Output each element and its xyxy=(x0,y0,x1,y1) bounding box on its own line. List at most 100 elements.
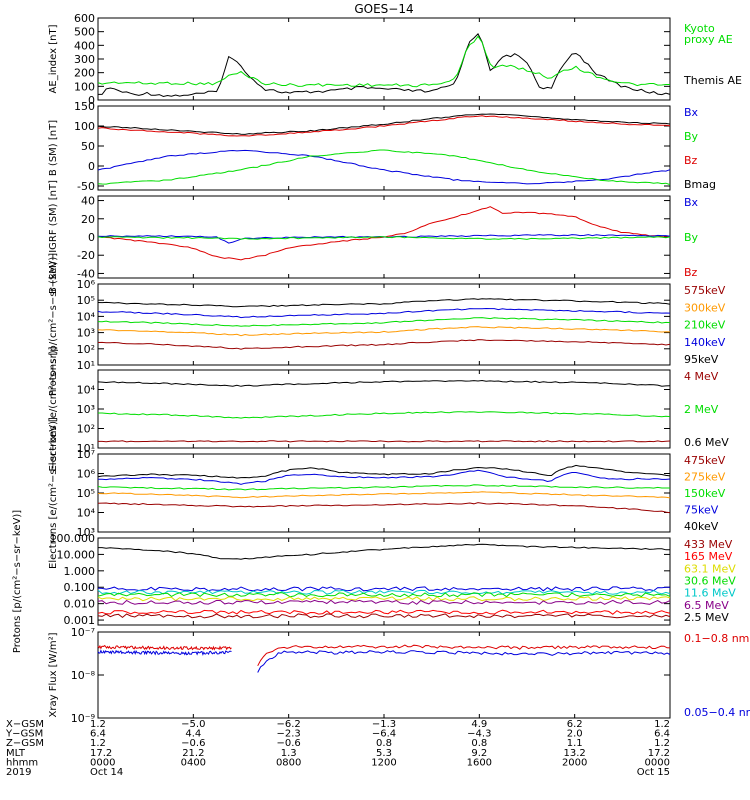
y-tick-label: 400 xyxy=(74,39,95,52)
legend-label: 275keV xyxy=(684,471,726,484)
y-tick-label: 10⁴ xyxy=(77,310,96,323)
y-tick-label: 100 xyxy=(74,120,95,133)
legend-label: 0.05−0.4 nm xyxy=(684,706,750,719)
y-axis-label: B (SM)−IGRF (SM) [nT] xyxy=(48,180,59,294)
legend-label: 40keV xyxy=(684,520,719,533)
series-line xyxy=(98,411,671,419)
y-tick-label: 500 xyxy=(74,26,95,39)
ephem-cell: 6.2 xyxy=(567,719,583,730)
y-tick-label: 10¹ xyxy=(77,442,95,455)
y-axis-label: Protons [p/(cm²−s−sr−keV)] xyxy=(12,510,23,653)
y-tick-label: 10⁷ xyxy=(77,448,95,461)
legend-label: 63.1 MeV xyxy=(684,562,736,575)
y-axis-label: AE_index [nT] xyxy=(48,24,59,93)
y-tick-label: 10² xyxy=(77,343,95,356)
panel-frame xyxy=(97,631,671,719)
legend-label: 300keV xyxy=(684,301,726,314)
series-line xyxy=(97,613,671,619)
legend-label: proxy AE xyxy=(684,33,733,46)
y-tick-label: 10⁶ xyxy=(77,278,96,291)
ephem-cell: 4.4 xyxy=(185,729,201,740)
ephem-cell: 1.2 xyxy=(654,738,670,749)
series-line xyxy=(97,206,671,261)
y-axis-label: Electrons [e/(cm²−s−sr−keV)] xyxy=(48,417,59,569)
y-tick-label: 1.000 xyxy=(64,565,96,578)
y-tick-label: -40 xyxy=(77,267,95,280)
legend-label: 95keV xyxy=(684,353,719,366)
y-tick-label: 100 xyxy=(74,80,95,93)
y-axis-label: Protons [p/(cm²−s−sr−keV)] xyxy=(48,253,59,396)
y-tick-label: 10⁵ xyxy=(77,294,95,307)
series-line xyxy=(257,650,671,673)
series-line xyxy=(97,491,671,499)
ephem-cell: 1.2 xyxy=(90,738,106,749)
figure-title: GOES−14 xyxy=(354,2,413,16)
ephem-cell: 0400 xyxy=(181,757,206,768)
y-tick-label: 40 xyxy=(81,195,95,208)
legend-label: 4 MeV xyxy=(684,370,719,383)
legend-label: Bx xyxy=(684,196,699,209)
series-line xyxy=(97,35,670,88)
y-tick-label: 10³ xyxy=(77,327,95,340)
legend-label: 6.5 MeV xyxy=(684,599,729,612)
y-tick-label: 10⁻⁷ xyxy=(71,626,95,639)
ephem-cell: −4.3 xyxy=(467,729,491,740)
legend-label: Bz xyxy=(684,154,698,167)
panel-8: 10⁻⁷ 10⁻⁸ 10⁻⁹ Xray Flux [W/m²] 0.1−0.8 nm 0.… xyxy=(48,626,750,725)
ephem-cell: Oct 15 xyxy=(637,767,670,778)
y-tick-label: 10³ xyxy=(77,403,95,416)
ephem-cell: 0800 xyxy=(276,757,301,768)
y-tick-label: 10⁶ xyxy=(77,468,96,481)
legend-label: 75keV xyxy=(684,504,719,517)
y-tick-label: 10² xyxy=(77,423,95,436)
ephem-cell: 17.2 xyxy=(90,748,112,759)
legend-label: 11.6 MeV xyxy=(684,587,736,600)
series-line xyxy=(97,644,232,651)
ephem-cell: −6.2 xyxy=(277,719,301,730)
series-line xyxy=(98,440,671,443)
legend-label: Kyoto xyxy=(684,22,715,35)
ephem-row-label: X−GSM xyxy=(6,719,44,730)
ephem-cell: 0000 xyxy=(90,757,115,768)
ephem-cell: −2.3 xyxy=(277,729,301,740)
ephem-cell: 6.4 xyxy=(90,729,106,740)
series-line xyxy=(97,469,671,485)
legend-label: 475keV xyxy=(684,454,726,467)
legend-label: Bmag xyxy=(684,178,716,191)
series-line xyxy=(97,464,671,479)
ephem-cell: 1600 xyxy=(467,757,492,768)
legend-label: 0.6 MeV xyxy=(684,436,729,449)
ephem-row-label: hhmm xyxy=(6,757,38,768)
legend-label: Themis AE xyxy=(683,74,742,87)
ephem-cell: −5.0 xyxy=(181,719,205,730)
y-tick-label: 0 xyxy=(88,231,95,244)
y-tick-label: 0 xyxy=(88,94,95,107)
ephem-cell: 1.3 xyxy=(281,748,297,759)
y-axis-label: B (SM) [nT] xyxy=(48,120,59,176)
series-line xyxy=(97,149,671,185)
y-tick-label: 10⁻⁸ xyxy=(71,669,96,682)
panel-6: 10⁷ 10⁶ 10⁵ 10⁴ 10³ Electrons [e/(cm²−s−sr−ke… xyxy=(48,417,726,569)
panel-frame xyxy=(97,105,671,191)
y-tick-label: 100.000 xyxy=(50,532,96,545)
y-tick-label: 10⁴ xyxy=(77,507,96,520)
ephem-cell: 2000 xyxy=(562,757,587,768)
panel-3: 40 20 0 -20 -40 B (SM)−IGRF (SM) [nT] Bx By Bz xyxy=(48,180,699,294)
series-line xyxy=(98,543,671,560)
ephem-cell: −1.3 xyxy=(372,719,396,730)
legend-label: 2.5 MeV xyxy=(684,611,729,624)
panel-frame xyxy=(97,283,671,366)
ephem-cell: 5.3 xyxy=(376,748,392,759)
series-line xyxy=(97,599,671,605)
legend-label: 433 MeV xyxy=(684,538,733,551)
panel-4: 10⁶ 10⁵ 10⁴ 10³ 10² 10¹ Protons [p/(cm²−s−sr−k… xyxy=(48,253,726,396)
ephemeris-table: X−GSMY−GSMZ−GSMMLThhmm20191.26.41.217.20… xyxy=(5,719,670,778)
y-tick-label: 10⁴ xyxy=(77,384,96,397)
ephem-cell: 1.1 xyxy=(567,738,583,749)
ephem-cell: 6.4 xyxy=(654,729,670,740)
panel-5: 10⁴ 10³ 10² 10¹ Electrons [e/(cm²−s−sr)] 4 Me… xyxy=(48,346,729,471)
series-line xyxy=(97,326,671,337)
